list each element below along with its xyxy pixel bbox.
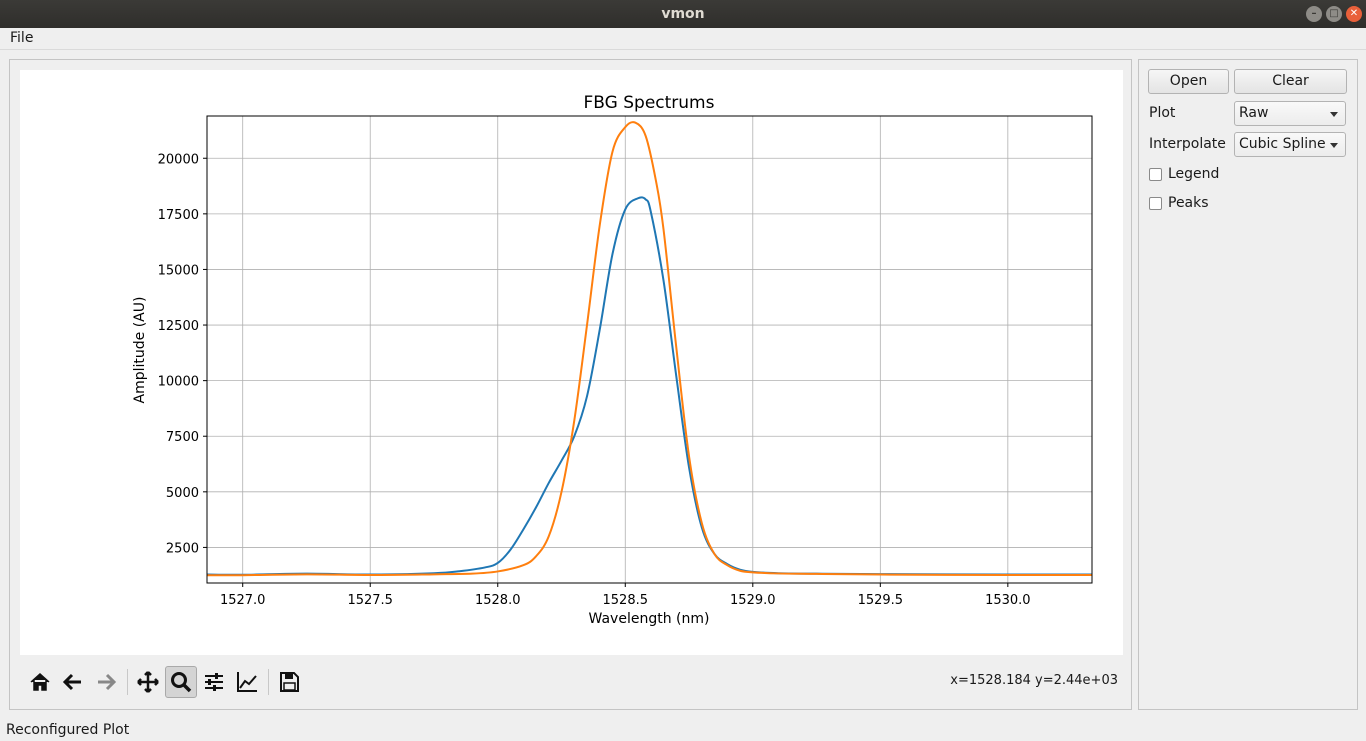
x-tick-label: 1529.0 xyxy=(730,593,776,608)
forward-button[interactable] xyxy=(90,666,122,698)
save-icon xyxy=(280,672,299,692)
plot-select[interactable]: Raw xyxy=(1234,101,1346,126)
y-tick-label: 17500 xyxy=(158,208,199,223)
menu-file[interactable]: File xyxy=(10,30,34,46)
x-tick-label: 1527.0 xyxy=(220,593,266,608)
peaks-checkbox[interactable] xyxy=(1149,196,1162,210)
zoom-button[interactable] xyxy=(165,666,197,698)
forward-icon xyxy=(98,673,117,691)
y-tick-label: 12500 xyxy=(158,319,199,334)
legend-checkbox[interactable] xyxy=(1149,167,1162,181)
chevron-down-icon xyxy=(1330,112,1338,117)
x-axis-label: Wavelength (nm) xyxy=(589,611,710,627)
legend-checkbox-label: Legend xyxy=(1168,166,1220,182)
back-button[interactable] xyxy=(57,666,89,698)
plot-select-value: Raw xyxy=(1239,105,1269,121)
plot-canvas[interactable]: 1527.0 1527.5 1528.0 1528.5 1529.0 1529.5 1530… xyxy=(20,70,1123,655)
control-panel: Open Clear Plot Raw Interpolate Cubic Sp… xyxy=(1138,59,1358,710)
open-button[interactable]: Open xyxy=(1148,69,1229,94)
chart-lines xyxy=(207,121,1092,577)
interpolate-label: Interpolate xyxy=(1149,136,1226,152)
interpolate-select[interactable]: Cubic Spline xyxy=(1234,132,1346,157)
y-tick-label: 7500 xyxy=(166,430,199,445)
y-axis-label: Amplitude (AU) xyxy=(132,297,148,404)
status-message: Reconfigured Plot xyxy=(6,722,130,738)
x-tick-label: 1530.0 xyxy=(985,593,1031,608)
close-icon[interactable]: ✕ xyxy=(1346,6,1362,22)
status-bar: Reconfigured Plot xyxy=(0,718,1366,741)
minimize-icon[interactable]: – xyxy=(1306,6,1322,22)
toolbar-separator xyxy=(127,669,128,695)
plot-label: Plot xyxy=(1149,105,1176,121)
configure-subplots-icon xyxy=(205,673,223,691)
window-title: vmon xyxy=(661,6,705,22)
plot-panel: 1527.0 1527.5 1528.0 1528.5 1529.0 1529.5 1530… xyxy=(9,59,1132,710)
edit-axis-button[interactable] xyxy=(231,666,263,698)
legend-checkbox-row[interactable]: Legend xyxy=(1149,166,1219,182)
y-ticks: 2500 5000 7500 10000 12500 15000 17500 20000 xyxy=(158,152,207,556)
x-tick-label: 1528.5 xyxy=(603,593,649,608)
pan-button[interactable] xyxy=(132,666,164,698)
chart-title: FBG Spectrums xyxy=(584,93,715,113)
y-tick-label: 15000 xyxy=(158,263,199,278)
chart-grid xyxy=(207,116,1092,583)
maximize-icon[interactable]: □ xyxy=(1326,6,1342,22)
cursor-coordinates: x=1528.184 y=2.44e+03 xyxy=(950,673,1118,688)
y-tick-label: 20000 xyxy=(158,152,199,167)
x-tick-label: 1529.5 xyxy=(858,593,904,608)
home-button[interactable] xyxy=(24,666,56,698)
y-tick-label: 10000 xyxy=(158,375,199,390)
back-icon xyxy=(62,673,81,691)
configure-subplots-button[interactable] xyxy=(198,666,230,698)
edit-axis-icon xyxy=(237,672,257,692)
menu-bar: File xyxy=(0,28,1366,50)
clear-button[interactable]: Clear xyxy=(1234,69,1347,94)
x-tick-label: 1528.0 xyxy=(475,593,521,608)
x-ticks: 1527.0 1527.5 1528.0 1528.5 1529.0 1529.5 1530… xyxy=(220,583,1031,608)
save-button[interactable] xyxy=(273,666,305,698)
home-icon xyxy=(30,672,50,691)
window-titlebar: vmon – □ ✕ xyxy=(0,0,1366,28)
zoom-icon xyxy=(171,672,192,693)
chart-svg[interactable]: 1527.0 1527.5 1528.0 1528.5 1529.0 1529.5 1530… xyxy=(20,70,1123,655)
x-tick-label: 1527.5 xyxy=(347,593,393,608)
y-tick-label: 5000 xyxy=(166,486,199,501)
chart-axes-frame xyxy=(206,115,1093,584)
chevron-down-icon xyxy=(1330,143,1338,148)
peaks-checkbox-label: Peaks xyxy=(1168,195,1209,211)
pan-icon xyxy=(137,671,159,693)
navigation-toolbar xyxy=(24,665,306,699)
series-line-2 xyxy=(207,121,1092,577)
series-line-1 xyxy=(207,196,1092,576)
y-tick-label: 2500 xyxy=(166,541,199,556)
interpolate-select-value: Cubic Spline xyxy=(1239,136,1326,152)
peaks-checkbox-row[interactable]: Peaks xyxy=(1149,195,1209,211)
toolbar-separator xyxy=(268,669,269,695)
